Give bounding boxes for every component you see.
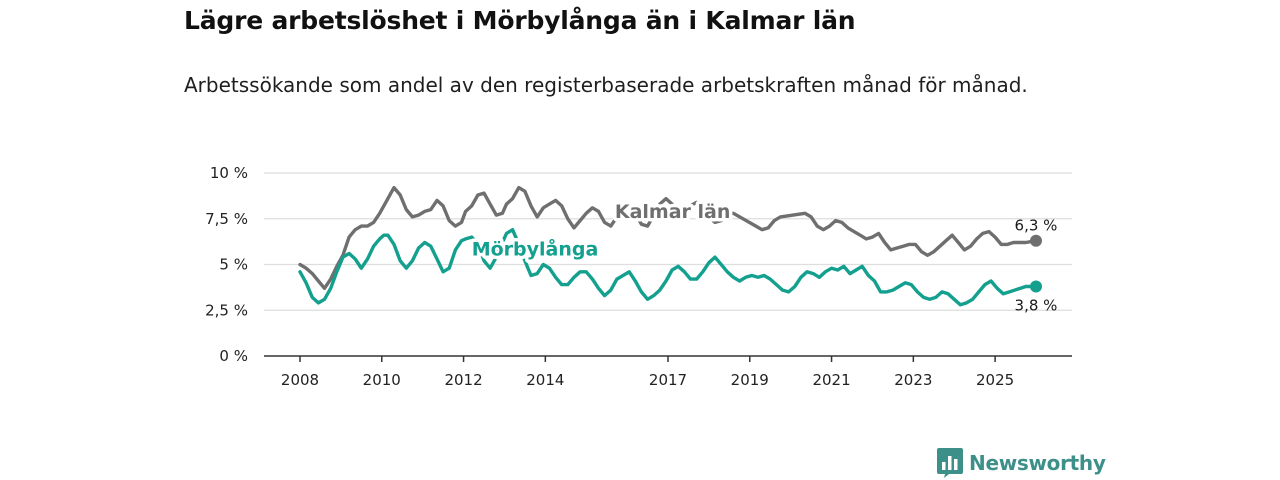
x-tick-label: 2012 xyxy=(444,371,482,389)
kalmar-series-label-halo: Kalmar län xyxy=(615,201,731,223)
series xyxy=(298,185,1042,307)
kalmar-end-value-label: 6,3 % xyxy=(1015,217,1058,235)
kalmar-end-point xyxy=(1030,234,1042,247)
x-tick-label: 2008 xyxy=(281,371,319,389)
x-tick-label: 2019 xyxy=(731,371,769,389)
x-tick-label: 2025 xyxy=(976,371,1014,389)
morbylanga-end-point xyxy=(1030,280,1042,293)
gridlines xyxy=(264,172,1072,311)
x-tick-label: 2014 xyxy=(526,371,564,389)
morbylanga-series-label: Mörbylånga xyxy=(472,236,599,260)
x-tick-label: 2021 xyxy=(812,371,850,389)
morbylanga-series-label-halo: Mörbylånga xyxy=(472,236,599,260)
kalmar-series-line xyxy=(298,185,1038,290)
chart-title: Lägre arbetslöshet i Mörbylånga än i Kal… xyxy=(184,6,856,35)
bar-chart-logo-icon xyxy=(937,448,963,478)
x-tick-label: 2023 xyxy=(894,371,932,389)
x-tick-label: 2010 xyxy=(363,371,401,389)
y-tick-label: 0 % xyxy=(219,347,248,365)
y-tick-label: 10 % xyxy=(210,164,248,182)
morbylanga-series-line xyxy=(298,228,1038,307)
brand-name: Newsworthy xyxy=(969,451,1106,475)
y-tick-label: 5 % xyxy=(219,256,248,274)
morbylanga-end-value-label: 3,8 % xyxy=(1015,296,1058,314)
kalmar-series-label: Kalmar län xyxy=(615,201,731,223)
x-tick-label: 2017 xyxy=(649,371,687,389)
newsworthy-logo: Newsworthy xyxy=(937,448,1106,478)
y-tick-label: 2,5 % xyxy=(205,301,248,319)
y-tick-label: 7,5 % xyxy=(205,210,248,228)
axes: 0 % 2,5 % 5 % 7,5 % 10 % 2008 2010 2012 2014 2017… xyxy=(205,164,1072,389)
chart-subtitle: Arbetssökande som andel av den registerb… xyxy=(184,73,1028,97)
